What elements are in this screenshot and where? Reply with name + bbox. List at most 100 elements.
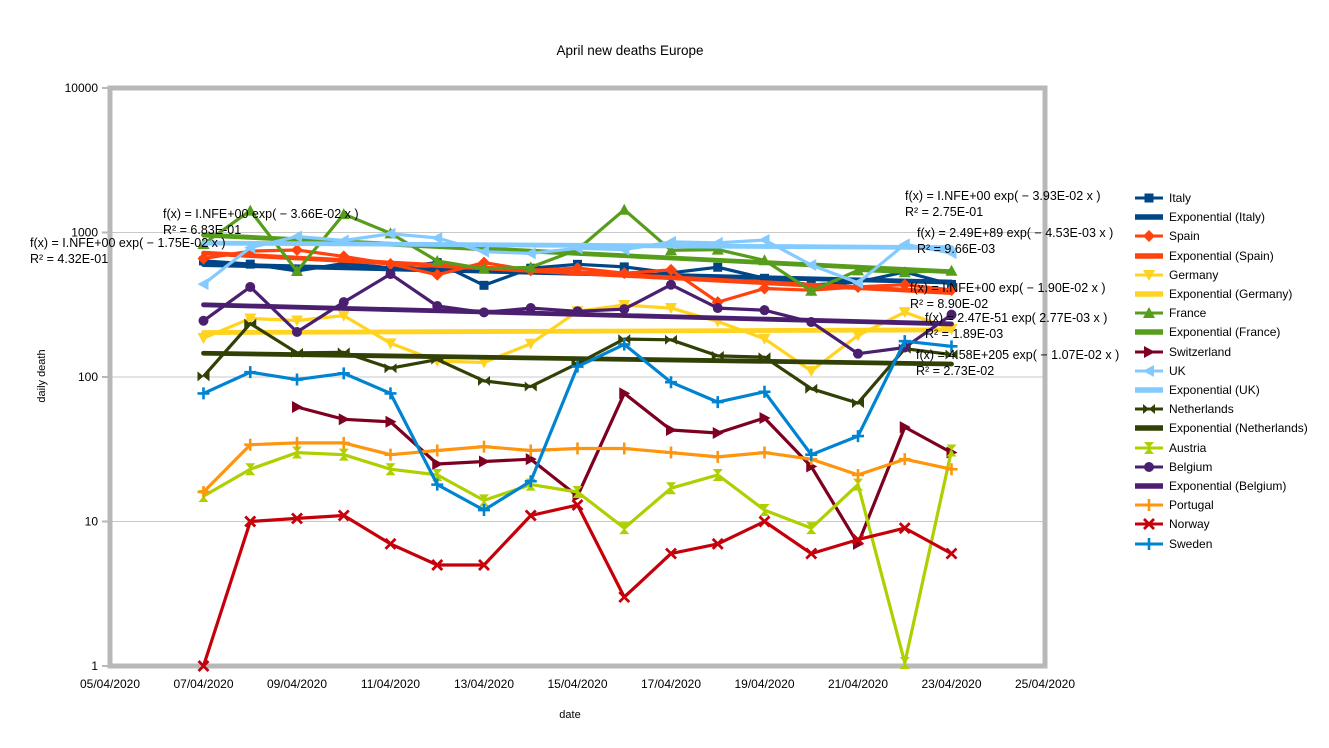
series-line xyxy=(201,503,953,667)
y-tick-label: 1 xyxy=(91,659,98,673)
marker xyxy=(572,486,583,499)
marker xyxy=(244,204,257,216)
x-tick-label: 21/04/2020 xyxy=(828,677,888,691)
marker xyxy=(338,413,350,426)
marker xyxy=(852,276,863,289)
marker xyxy=(431,444,444,457)
trendline xyxy=(201,240,954,251)
marker xyxy=(853,348,863,359)
x-tick-label: 25/04/2020 xyxy=(1015,677,1075,691)
marker xyxy=(945,463,958,476)
marker xyxy=(291,243,303,256)
marker xyxy=(385,415,397,428)
marker xyxy=(1144,441,1154,454)
x-tick-label: 09/04/2020 xyxy=(267,677,327,691)
legend-item-spain: Spain xyxy=(1134,227,1200,246)
marker xyxy=(337,367,350,380)
marker xyxy=(337,208,350,220)
legend-label: Austria xyxy=(1169,440,1207,455)
marker xyxy=(244,366,257,379)
trend-formula: R² = 8.90E-02 xyxy=(910,297,988,311)
marker xyxy=(946,309,957,320)
x-tick-label: 13/04/2020 xyxy=(454,677,514,691)
marker xyxy=(712,303,723,314)
marker xyxy=(431,254,444,266)
series-swatch xyxy=(1135,193,1163,203)
series-exponential-germany xyxy=(201,327,954,335)
series-switzerland xyxy=(292,387,958,550)
marker xyxy=(292,400,303,413)
marker xyxy=(478,504,490,517)
marker xyxy=(431,559,444,571)
marker xyxy=(945,340,958,353)
series-exponential-spain xyxy=(201,250,954,295)
series-swatch xyxy=(1135,364,1163,377)
series-portugal xyxy=(197,436,958,499)
legend-label: Portugal xyxy=(1169,498,1214,513)
marker xyxy=(245,281,256,292)
x-tick-label: 07/04/2020 xyxy=(173,677,233,691)
marker xyxy=(1143,230,1155,243)
marker xyxy=(853,478,863,491)
marker xyxy=(945,349,958,360)
marker xyxy=(1144,345,1155,358)
marker xyxy=(852,264,864,276)
marker xyxy=(945,247,957,260)
marker xyxy=(524,381,537,392)
marker xyxy=(197,371,210,382)
trend-formula: R² = 2.73E-02 xyxy=(916,364,994,378)
marker xyxy=(244,313,257,325)
legend-label: Norway xyxy=(1169,517,1210,532)
marker xyxy=(244,318,257,329)
marker xyxy=(619,304,630,315)
series-swatch xyxy=(1135,441,1163,454)
marker xyxy=(197,278,209,291)
x-axis-title: date xyxy=(559,709,581,721)
marker xyxy=(666,279,676,290)
marker xyxy=(478,357,490,369)
legend-label: UK xyxy=(1169,363,1186,378)
trendline-swatch xyxy=(1135,291,1163,297)
marker xyxy=(479,455,490,468)
marker xyxy=(245,463,256,476)
legend-item-exponential-netherlands: Exponential (Netherlands) xyxy=(1134,419,1308,438)
trendline-swatch xyxy=(1135,483,1163,489)
legend-item-portugal: Portugal xyxy=(1134,496,1214,515)
marker xyxy=(244,515,257,528)
x-tick-label: 17/04/2020 xyxy=(641,677,701,691)
marker xyxy=(898,307,911,319)
marker xyxy=(758,282,771,295)
marker xyxy=(291,265,303,277)
legend-item-germany: Germany xyxy=(1134,265,1218,284)
marker xyxy=(852,430,864,443)
marker xyxy=(898,335,911,348)
chart-title: April new deaths Europe xyxy=(556,43,704,58)
legend-item-sweden: Sweden xyxy=(1134,534,1212,553)
series-line xyxy=(202,450,954,665)
legend-item-netherlands: Netherlands xyxy=(1134,400,1234,419)
series-swatch xyxy=(1135,499,1163,512)
marker xyxy=(384,537,397,550)
marker xyxy=(1144,461,1154,472)
marker xyxy=(291,315,303,327)
series-exponential-belgium xyxy=(201,302,954,327)
legend-item-exponential-spain: Exponential (Spain) xyxy=(1134,246,1274,265)
marker xyxy=(478,245,489,258)
legend-item-austria: Austria xyxy=(1134,438,1206,457)
marker xyxy=(806,460,818,473)
marker xyxy=(384,363,397,374)
plot-border xyxy=(107,85,1048,669)
marker xyxy=(852,330,864,342)
marker xyxy=(712,426,724,439)
marker xyxy=(385,269,396,280)
series-norway xyxy=(197,499,958,672)
trend-formula: f(x) = I.NFE+00 exp( − 3.93E-02 x ) xyxy=(905,189,1101,203)
trendline xyxy=(201,350,954,367)
marker xyxy=(712,468,723,481)
legend-label: Exponential (Spain) xyxy=(1169,248,1274,263)
marker xyxy=(758,333,771,345)
marker xyxy=(571,442,584,455)
marker xyxy=(852,468,864,481)
